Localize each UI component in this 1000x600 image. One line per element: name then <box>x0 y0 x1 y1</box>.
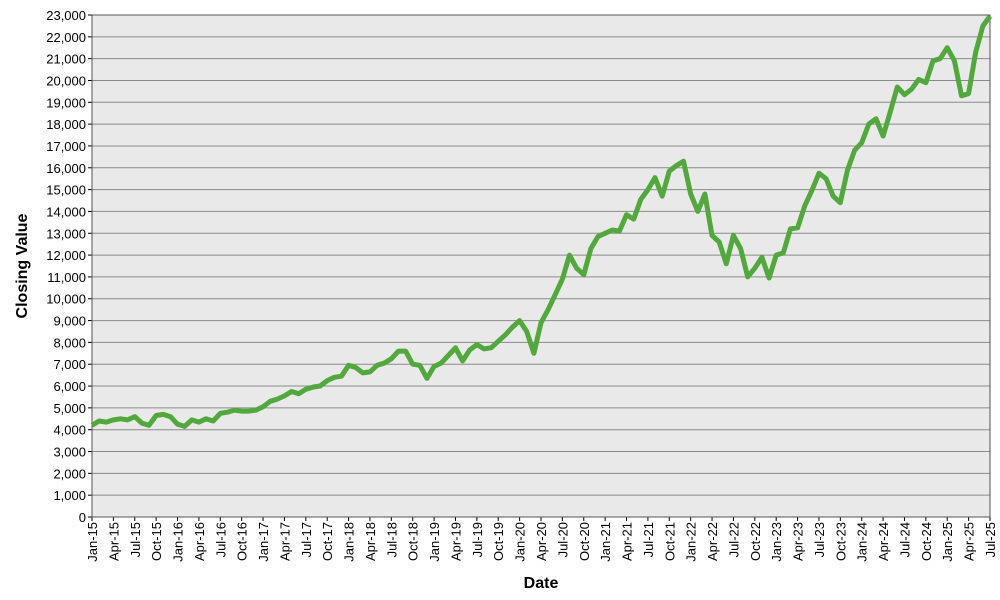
x-tick-label: Oct-17 <box>320 522 335 561</box>
y-tick-label: 4,000 <box>53 423 86 438</box>
x-tick-label: Apr-17 <box>277 522 292 561</box>
x-tick-label: Jan-16 <box>171 522 186 562</box>
y-tick-label: 13,000 <box>46 226 86 241</box>
x-tick-label: Jan-20 <box>513 522 528 562</box>
x-tick-label: Jul-18 <box>384 522 399 557</box>
y-tick-label: 21,000 <box>46 52 86 67</box>
x-tick-label: Jul-19 <box>470 522 485 557</box>
y-tick-label: 22,000 <box>46 30 86 45</box>
x-tick-label: Apr-20 <box>534 522 549 561</box>
x-tick-label: Apr-21 <box>620 522 635 561</box>
y-tick-label: 12,000 <box>46 248 86 263</box>
x-tick-label: Apr-18 <box>363 522 378 561</box>
x-tick-label: Jan-22 <box>684 522 699 562</box>
y-axis-title: Closing Value <box>14 213 31 318</box>
x-tick-label: Jul-21 <box>641 522 656 557</box>
y-tick-label: 5,000 <box>53 401 86 416</box>
x-tick-label: Apr-24 <box>876 522 891 561</box>
x-tick-label: Oct-22 <box>748 522 763 561</box>
x-tick-label: Jan-23 <box>769 522 784 562</box>
x-tick-label: Jul-24 <box>897 522 912 557</box>
plot-border <box>91 14 991 518</box>
x-tick-label: Oct-20 <box>577 522 592 561</box>
x-tick-label: Apr-19 <box>448 522 463 561</box>
y-tick-label: 23,000 <box>46 8 86 23</box>
y-tick-label: 17,000 <box>46 139 86 154</box>
y-tick-label: 0 <box>79 510 86 525</box>
x-tick-label: Jan-25 <box>940 522 955 562</box>
y-tick-label: 8,000 <box>53 335 86 350</box>
x-tick-label: Jul-17 <box>299 522 314 557</box>
x-tick-label: Jul-16 <box>213 522 228 557</box>
x-tick-label: Oct-18 <box>406 522 421 561</box>
x-tick-label: Apr-16 <box>192 522 207 561</box>
x-tick-label: Apr-25 <box>962 522 977 561</box>
y-tick-label: 15,000 <box>46 183 86 198</box>
y-tick-label: 7,000 <box>53 357 86 372</box>
x-tick-label: Apr-22 <box>705 522 720 561</box>
x-tick-label: Oct-16 <box>235 522 250 561</box>
x-tick-label: Oct-19 <box>491 522 506 561</box>
y-tick-label: 10,000 <box>46 292 86 307</box>
y-tick-label: 14,000 <box>46 204 86 219</box>
y-tick-label: 11,000 <box>47 270 86 285</box>
y-tick-label: 20,000 <box>46 73 86 88</box>
x-tick-label: Apr-15 <box>106 522 121 561</box>
x-tick-label: Jul-23 <box>812 522 827 557</box>
y-tick-label: 19,000 <box>46 95 86 110</box>
x-tick-label: Jul-20 <box>555 522 570 557</box>
x-tick-label: Jan-18 <box>342 522 357 562</box>
x-tick-label: Jan-15 <box>85 522 100 562</box>
x-tick-label: Jul-15 <box>128 522 143 557</box>
plot-area <box>92 15 990 517</box>
x-tick-label: Jan-21 <box>598 522 613 562</box>
y-tick-label: 9,000 <box>53 314 86 329</box>
y-tick-label: 2,000 <box>53 466 86 481</box>
y-tick-label: 18,000 <box>46 117 86 132</box>
x-tick-label: Oct-23 <box>833 522 848 561</box>
x-tick-label: Jul-25 <box>983 522 998 557</box>
y-tick-label: 16,000 <box>46 161 86 176</box>
x-tick-label: Oct-15 <box>149 522 164 561</box>
x-tick-label: Oct-21 <box>662 522 677 561</box>
data-line <box>90 14 993 429</box>
y-tick-label: 3,000 <box>53 445 86 460</box>
x-tick-label: Jan-17 <box>256 522 271 562</box>
x-tick-label: Jan-24 <box>855 522 870 562</box>
x-tick-label: Oct-24 <box>919 522 934 561</box>
x-tick-label: Apr-23 <box>791 522 806 561</box>
x-axis-title: Date <box>524 575 559 592</box>
y-tick-label: 6,000 <box>53 379 86 394</box>
x-tick-label: Jul-22 <box>726 522 741 557</box>
y-tick-label: 1,000 <box>53 488 86 503</box>
x-tick-label: Jan-19 <box>427 522 442 562</box>
